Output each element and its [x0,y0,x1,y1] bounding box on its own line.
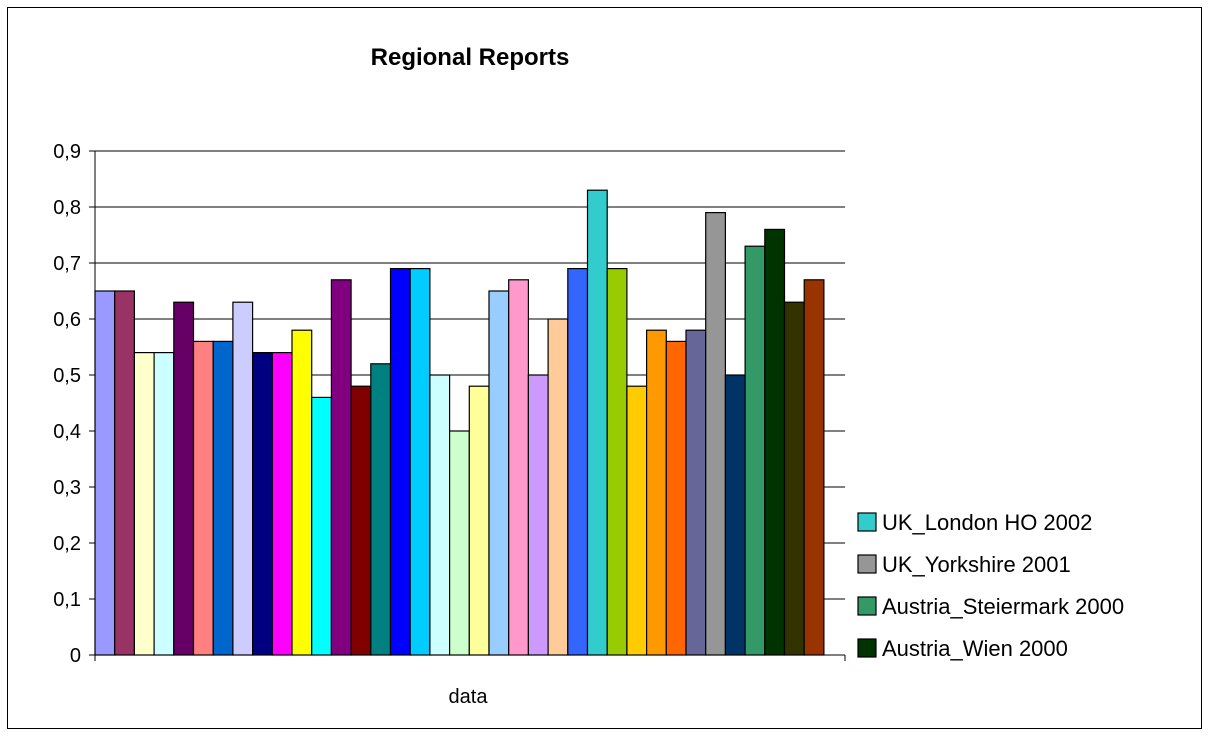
bar [449,430,470,656]
bar [94,290,116,656]
bar [271,352,293,656]
y-tick-label: 0,5 [53,365,81,387]
y-tick-label: 0,2 [53,533,81,555]
bar [389,268,411,656]
y-tick-label: 0,7 [53,253,81,275]
legend-label: UK_London HO 2002 [882,510,1092,535]
legend-label: Austria_Steiermark 2000 [882,594,1124,619]
bar [626,385,648,656]
bars [94,189,825,656]
bar [409,268,431,656]
bar [468,385,490,656]
y-tick-label: 0,9 [53,141,81,163]
bar [724,374,746,656]
y-tick-label: 0,8 [53,197,81,219]
bar [586,189,608,656]
y-tick-label: 0,4 [53,421,81,443]
bar [291,329,313,656]
bar [803,279,825,656]
legend-label: UK_Yorkshire 2001 [882,552,1071,577]
bar [370,363,392,656]
bar [705,212,727,656]
bar [744,245,766,656]
chart-title: Regional Reports [370,44,570,71]
bar [173,301,195,656]
legend-swatch [857,512,877,532]
bar [252,352,273,656]
bar [232,301,254,656]
bar [330,279,352,656]
bar [764,228,786,656]
y-tick-label: 0 [70,645,81,667]
bar [606,268,628,656]
legend-label: Austria_Wien 2000 [882,636,1068,661]
bar [114,290,135,656]
bar [488,290,510,656]
legend-swatch [857,596,877,616]
bar [429,374,451,656]
bar [153,352,175,656]
y-tick-label: 0,6 [53,309,81,331]
y-tick-label: 0,1 [53,589,81,611]
bar [547,318,569,656]
bar [685,329,707,656]
bar [350,385,372,656]
bar [212,340,234,656]
legend-swatch [857,554,877,574]
legend: UK_London HO 2002 UK_Yorkshire 2001 Austri… [857,510,1124,661]
bar [133,352,155,656]
bar [311,396,333,656]
legend-swatch [857,638,877,658]
bar [645,329,667,656]
y-tick-label: 0,3 [53,477,81,499]
bar [508,279,530,656]
x-axis-label: data [449,686,489,708]
bar [527,374,549,656]
bar [567,268,589,656]
bar [783,301,805,656]
bar [192,340,214,656]
axes: 0 0,1 0,2 0,3 0,4 0,5 0,6 0,7 0,8 0,9 [53,141,846,667]
bar [665,340,687,656]
